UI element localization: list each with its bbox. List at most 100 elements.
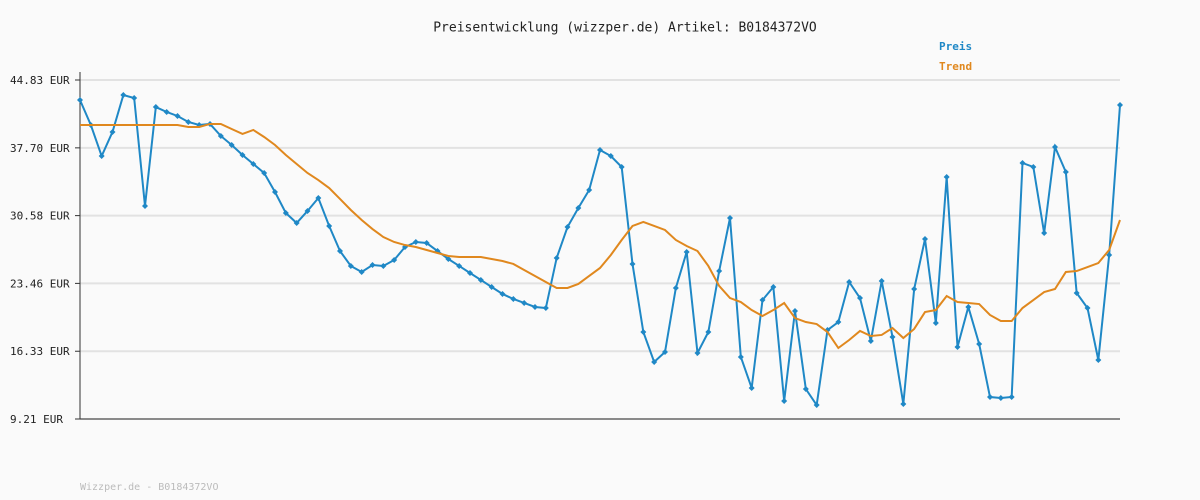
point: [261, 169, 268, 176]
point: [922, 236, 928, 243]
point: [932, 319, 939, 326]
series-line: [80, 122, 1121, 350]
point: [943, 173, 950, 180]
point: [391, 256, 398, 263]
point: [965, 303, 972, 310]
point: [1030, 163, 1037, 170]
y-tick-label: 44.83 EUR: [10, 74, 70, 87]
point: [759, 297, 766, 304]
point: [1095, 356, 1102, 363]
point: [813, 402, 820, 409]
point: [954, 343, 961, 350]
y-tick-label: 23.46 EUR: [10, 277, 70, 290]
point: [337, 248, 343, 255]
point: [412, 238, 419, 245]
point: [239, 151, 246, 158]
point: [228, 142, 235, 149]
point: [640, 329, 647, 336]
point: [488, 283, 495, 290]
point: [445, 256, 452, 263]
point: [987, 394, 993, 401]
point: [737, 353, 744, 360]
point: [835, 319, 842, 326]
point: [802, 386, 809, 393]
point: [781, 398, 788, 405]
point: [532, 303, 538, 310]
point: [976, 341, 983, 348]
footer: Wizzper.de - B0184372VO: [80, 482, 218, 493]
point: [510, 295, 517, 302]
point: [120, 92, 127, 99]
point: [683, 248, 690, 255]
point: [857, 295, 863, 302]
point: [152, 104, 159, 111]
point: [174, 112, 181, 119]
point: [98, 153, 105, 160]
point: [705, 329, 712, 336]
point: [694, 349, 701, 356]
point: [326, 222, 333, 229]
point: [716, 268, 723, 275]
point: [196, 122, 203, 129]
point: [889, 333, 896, 340]
point: [423, 240, 430, 247]
point: [629, 260, 636, 267]
point: [77, 96, 83, 103]
point: [1084, 305, 1091, 312]
point: [597, 146, 603, 153]
point: [358, 268, 365, 275]
point: [521, 299, 528, 306]
point: [456, 262, 463, 269]
point: [1008, 394, 1015, 401]
point: [1052, 144, 1058, 151]
point: [586, 187, 593, 194]
point: [748, 384, 755, 391]
point: [467, 270, 473, 277]
legend-label: Trend: [939, 60, 972, 73]
point: [185, 118, 192, 125]
point: [347, 262, 354, 269]
point: [770, 283, 777, 290]
point: [1041, 230, 1048, 237]
legend-label: Preis: [939, 40, 972, 53]
point: [304, 207, 311, 214]
point: [1106, 252, 1113, 259]
point: [499, 290, 506, 297]
point: [900, 400, 907, 407]
point: [651, 358, 658, 365]
point: [878, 278, 885, 285]
point: [542, 305, 549, 312]
y-tick-label: 30.58 EUR: [10, 210, 70, 223]
point: [618, 163, 625, 170]
point: [1117, 102, 1123, 109]
point: [727, 214, 733, 221]
point: [380, 262, 387, 269]
point: [672, 284, 679, 291]
point: [846, 278, 853, 285]
point: [553, 254, 560, 261]
y-tick-label: 9.21 EUR: [10, 413, 63, 426]
point: [272, 189, 278, 196]
point: [163, 108, 170, 115]
point: [564, 224, 571, 231]
point: [607, 153, 614, 160]
point: [575, 205, 582, 212]
point: [293, 220, 300, 227]
point: [369, 262, 376, 269]
point: [315, 195, 322, 202]
point: [131, 94, 138, 101]
point: [1019, 159, 1026, 166]
point: [282, 209, 289, 216]
point: [217, 132, 224, 139]
point: [997, 394, 1004, 401]
point: [109, 128, 116, 135]
point: [1073, 289, 1080, 296]
point: [867, 337, 874, 344]
point: [477, 276, 484, 283]
point: [662, 348, 668, 355]
point: [1062, 169, 1069, 176]
point: [250, 161, 257, 168]
y-tick-label: 37.70 EUR: [10, 142, 70, 155]
chart-title: Preisentwicklung (wizzper.de) Artikel: B…: [433, 21, 817, 36]
